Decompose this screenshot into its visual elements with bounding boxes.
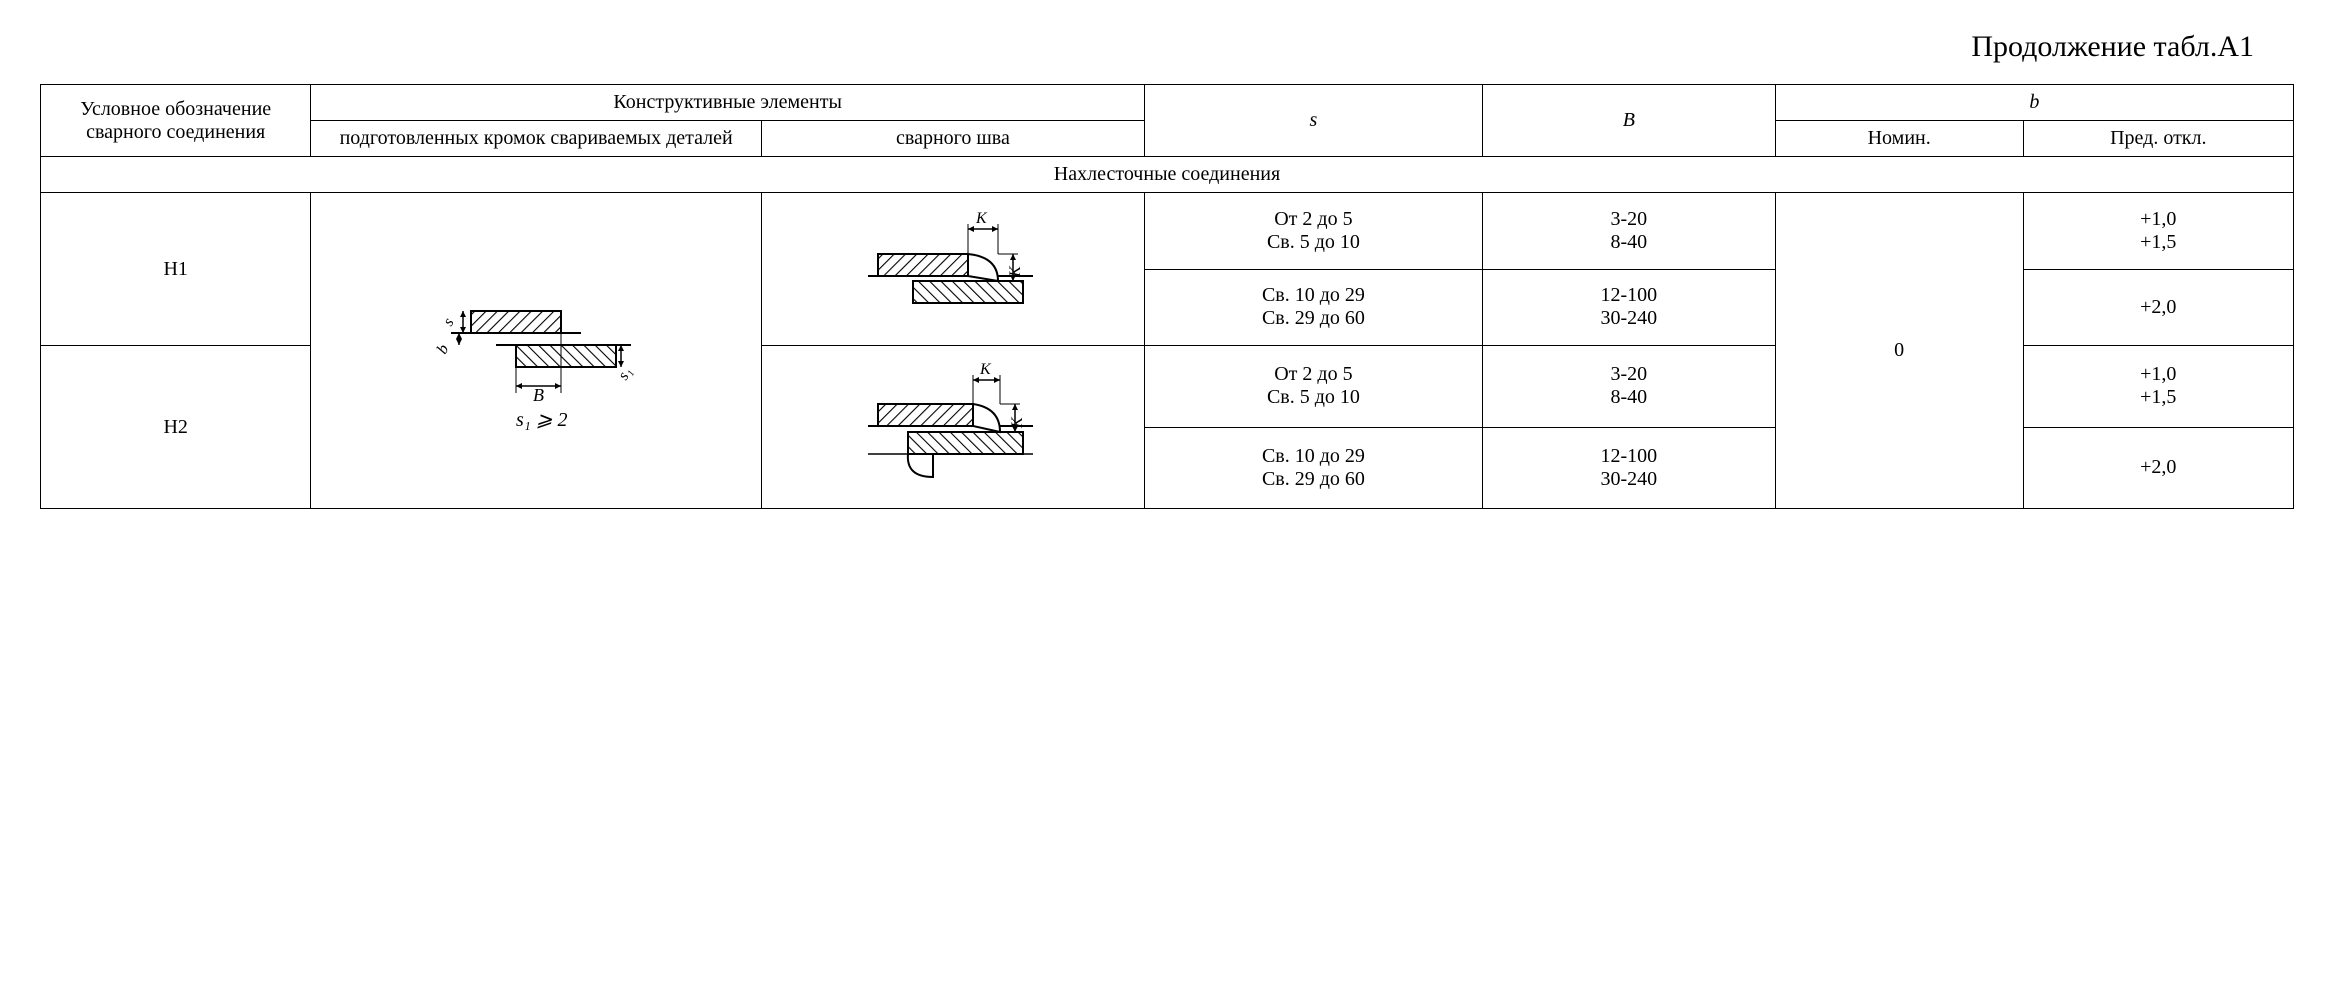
seam-diagram-h2: K K bbox=[761, 346, 1144, 509]
header-s: s bbox=[1144, 85, 1482, 157]
cell-text: Св. 5 до 10 bbox=[1155, 231, 1472, 254]
label-K-side: K bbox=[1007, 265, 1024, 278]
label-K-side2: K bbox=[1009, 416, 1026, 429]
label-K-top: K bbox=[975, 210, 988, 227]
label-s1: s₁ bbox=[615, 364, 636, 383]
header-seam: сварного шва bbox=[761, 121, 1144, 157]
nomin-cell: 0 bbox=[1775, 193, 2023, 509]
cell-text: 12-100 bbox=[1493, 445, 1765, 468]
h2-tol-a: +1,0 +1,5 bbox=[2023, 346, 2293, 428]
page-title: Продолжение табл.А1 bbox=[40, 30, 2254, 64]
cell-text: Св. 29 до 60 bbox=[1155, 307, 1472, 330]
header-nomin: Номин. bbox=[1775, 121, 2023, 157]
h1-tol-a: +1,0 +1,5 bbox=[2023, 193, 2293, 270]
cell-text: +1,5 bbox=[2034, 231, 2283, 254]
h2-B-b: 12-100 30-240 bbox=[1482, 427, 1775, 509]
cell-text: 3-20 bbox=[1493, 208, 1765, 231]
cell-text: Св. 29 до 60 bbox=[1155, 468, 1472, 491]
section-title: Нахлесточные соединения bbox=[41, 157, 2294, 193]
h1-s-a: От 2 до 5 Св. 5 до 10 bbox=[1144, 193, 1482, 270]
cell-text: Св. 10 до 29 bbox=[1155, 284, 1472, 307]
cell-text: +1,5 bbox=[2034, 386, 2283, 409]
cell-text: 12-100 bbox=[1493, 284, 1765, 307]
h2-s-b: Св. 10 до 29 Св. 29 до 60 bbox=[1144, 427, 1482, 509]
h2-s-a: От 2 до 5 Св. 5 до 10 bbox=[1144, 346, 1482, 428]
label-B: B bbox=[533, 385, 544, 405]
cell-text: От 2 до 5 bbox=[1155, 363, 1472, 386]
edge-prep-svg: s b B s₁ bbox=[421, 251, 651, 451]
row-id-h1: Н1 bbox=[41, 193, 311, 346]
label-K-top2: K bbox=[979, 361, 992, 378]
cell-text: 30-240 bbox=[1493, 307, 1765, 330]
header-edges: подготовленных кромок свариваемых детале… bbox=[311, 121, 762, 157]
h2-tol-b: +2,0 bbox=[2023, 427, 2293, 509]
label-constraint: s₁ ⩾ 2 bbox=[516, 409, 568, 431]
header-designation: Условное обозначение сварного соединения bbox=[41, 85, 311, 157]
label-s: s bbox=[440, 315, 458, 329]
row-id-h2: Н2 bbox=[41, 346, 311, 509]
weld-table: Условное обозначение сварного соединения… bbox=[40, 84, 2294, 509]
seam-diagram-h1: K K bbox=[761, 193, 1144, 346]
cell-text: 8-40 bbox=[1493, 231, 1765, 254]
seam-h1-svg: K K bbox=[858, 199, 1048, 339]
cell-text: 30-240 bbox=[1493, 468, 1765, 491]
cell-text: Св. 5 до 10 bbox=[1155, 386, 1472, 409]
cell-text: 3-20 bbox=[1493, 363, 1765, 386]
cell-text: Св. 10 до 29 bbox=[1155, 445, 1472, 468]
header-tol: Пред. откл. bbox=[2023, 121, 2293, 157]
header-b-group: b bbox=[1775, 85, 2293, 121]
cell-text: От 2 до 5 bbox=[1155, 208, 1472, 231]
cell-text: +1,0 bbox=[2034, 363, 2283, 386]
cell-text: 8-40 bbox=[1493, 386, 1765, 409]
seam-h2-svg: K K bbox=[858, 352, 1048, 502]
h1-s-b: Св. 10 до 29 Св. 29 до 60 bbox=[1144, 269, 1482, 346]
cell-text: +1,0 bbox=[2034, 208, 2283, 231]
label-b: b bbox=[434, 341, 453, 356]
header-constructive: Конструктивные элементы bbox=[311, 85, 1145, 121]
h2-B-a: 3-20 8-40 bbox=[1482, 346, 1775, 428]
h1-B-b: 12-100 30-240 bbox=[1482, 269, 1775, 346]
h1-tol-b: +2,0 bbox=[2023, 269, 2293, 346]
header-B: B bbox=[1482, 85, 1775, 157]
edge-diagram: s b B s₁ bbox=[311, 193, 762, 509]
h1-B-a: 3-20 8-40 bbox=[1482, 193, 1775, 270]
